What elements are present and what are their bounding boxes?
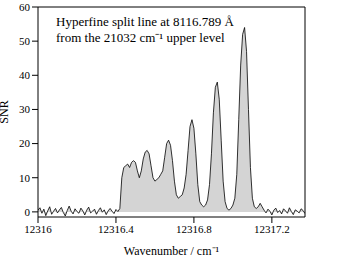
html-text:Hyperfine split line at 8116.7: Hyperfine split line at 8116.789 Å — [56, 14, 234, 29]
svg-text:12317.2: 12317.2 — [254, 223, 290, 235]
svg-text:10: 10 — [19, 172, 31, 184]
svg-text:0: 0 — [25, 206, 31, 218]
svg-text:12316.4: 12316.4 — [98, 223, 134, 235]
svg-text:SNR: SNR — [8, 100, 11, 123]
svg-text:60: 60 — [19, 1, 31, 13]
svg-text:30: 30 — [19, 103, 31, 115]
svg-text:20: 20 — [19, 137, 31, 149]
svg-text:12316: 12316 — [24, 223, 52, 235]
svg-text:Wavenumber / cm⁻¹: Wavenumber / cm⁻¹ — [124, 244, 220, 255]
svg-text:50: 50 — [19, 35, 31, 47]
svg-text:40: 40 — [19, 69, 31, 81]
svg-text:12316.8: 12316.8 — [176, 223, 212, 235]
html-text:from the 21032 cm⁻¹ upper leve: from the 21032 cm⁻¹ upper level — [56, 30, 225, 45]
